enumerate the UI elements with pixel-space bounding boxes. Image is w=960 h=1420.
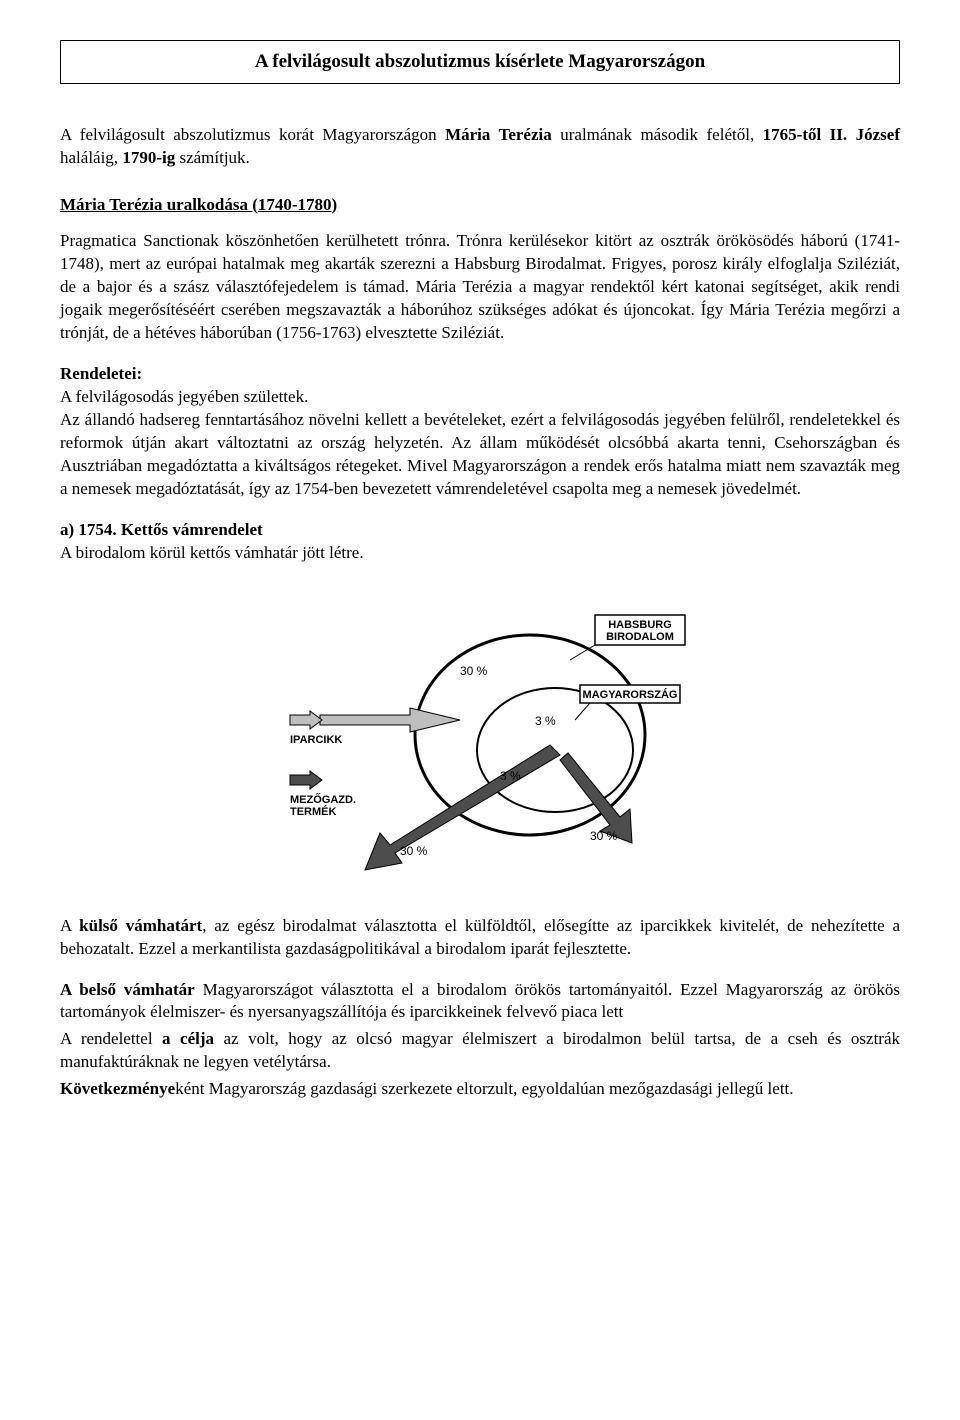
arrow-industrial-in — [320, 708, 460, 732]
inner-label-leader — [575, 703, 590, 720]
a-sub: A birodalom körül kettős vámhatár jött l… — [60, 543, 364, 562]
legend-agri-arrow — [290, 771, 322, 789]
percent-bottom-left: 30 % — [400, 844, 428, 858]
intro-bold-3: 1790-ig — [122, 148, 175, 167]
bold-kulso: külső vámhatárt — [79, 916, 202, 935]
legend-agri-line1: MEZŐGAZD. — [290, 793, 356, 806]
legend-industrial-arrow — [290, 711, 322, 729]
rendeletei-label: Rendeletei: — [60, 364, 142, 383]
section-1-body: Pragmatica Sanctionak köszönhetően kerül… — [60, 230, 900, 345]
page-title-box: A felvilágosult abszolutizmus kísérlete … — [60, 40, 900, 84]
intro-paragraph: A felvilágosult abszolutizmus korát Magy… — [60, 124, 900, 170]
percent-top: 30 % — [460, 664, 488, 678]
para-belso: A belső vámhatár Magyarországot választo… — [60, 979, 900, 1025]
percent-bottom-right: 30 % — [590, 829, 618, 843]
tariff-diagram: HABSBURG BIRODALOM MAGYARORSZÁG 30 % 3 %… — [60, 585, 900, 885]
section-1-heading: Mária Terézia uralkodása (1740-1780) — [60, 194, 900, 217]
para-kulso: A külső vámhatárt, az egész birodalmat v… — [60, 915, 900, 961]
bold-cel: a célja — [162, 1029, 214, 1048]
percent-inner-top: 3 % — [535, 714, 556, 728]
legend-agri-line2: TERMÉK — [290, 805, 337, 818]
bold-belso: A belső vámhatár — [60, 980, 195, 999]
legend-industrial: IPARCIKK — [290, 734, 342, 746]
para-cel: A rendelettel a célja az volt, hogy az o… — [60, 1028, 900, 1074]
rendeletei-body: A felvilágosodás jegyében születtek. Az … — [60, 387, 900, 498]
rendeletei-paragraph: Rendeletei: A felvilágosodás jegyében sz… — [60, 363, 900, 501]
diagram-svg: HABSBURG BIRODALOM MAGYARORSZÁG 30 % 3 %… — [260, 585, 700, 885]
inner-label: MAGYARORSZÁG — [583, 688, 678, 701]
intro-bold-1: Mária Terézia — [445, 125, 552, 144]
percent-inner-bottom: 3 % — [500, 769, 521, 783]
a-label: a) 1754. Kettős vámrendelet — [60, 520, 263, 539]
subsection-a: a) 1754. Kettős vámrendelet A birodalom … — [60, 519, 900, 565]
bold-kovetk: Következménye — [60, 1079, 175, 1098]
intro-bold-2: 1765-től II. József — [763, 125, 900, 144]
outer-label-line1: HABSBURG — [608, 619, 672, 631]
arrow-agri-out-left — [365, 745, 560, 870]
page-title: A felvilágosult abszolutizmus kísérlete … — [255, 51, 705, 72]
outer-label-line2: BIRODALOM — [606, 631, 674, 643]
para-kovetk: Következményeként Magyarország gazdasági… — [60, 1078, 900, 1101]
